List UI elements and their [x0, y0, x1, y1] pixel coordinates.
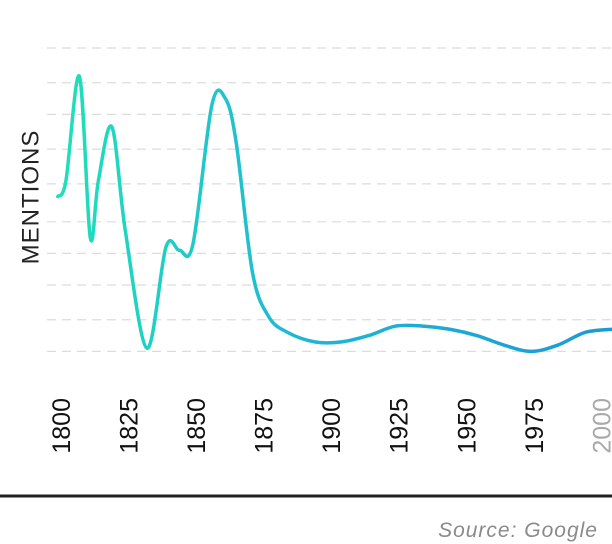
x-tick-label-1875: 1875 [251, 398, 279, 454]
source-credit: Source: Google [438, 519, 598, 542]
x-tick-label-1950: 1950 [453, 398, 481, 454]
x-tick-label-1925: 1925 [386, 398, 414, 454]
x-tick-label-2000: 2000 [589, 398, 612, 454]
x-tick-label-1850: 1850 [183, 398, 211, 454]
x-tick-label-1825: 1825 [115, 398, 143, 454]
series-lines [56, 74, 612, 354]
x-tick-label-1800: 1800 [48, 398, 76, 454]
series-line-0 [56, 74, 612, 354]
gridlines [47, 47, 612, 352]
x-tick-label-1975: 1975 [521, 398, 549, 454]
y-axis-label: MENTIONS [18, 130, 45, 265]
x-tick-label-1900: 1900 [318, 398, 346, 454]
x-axis-ticks: 1800 1825 1850 1875 1900 1925 1950 1975 2000 [48, 398, 612, 454]
